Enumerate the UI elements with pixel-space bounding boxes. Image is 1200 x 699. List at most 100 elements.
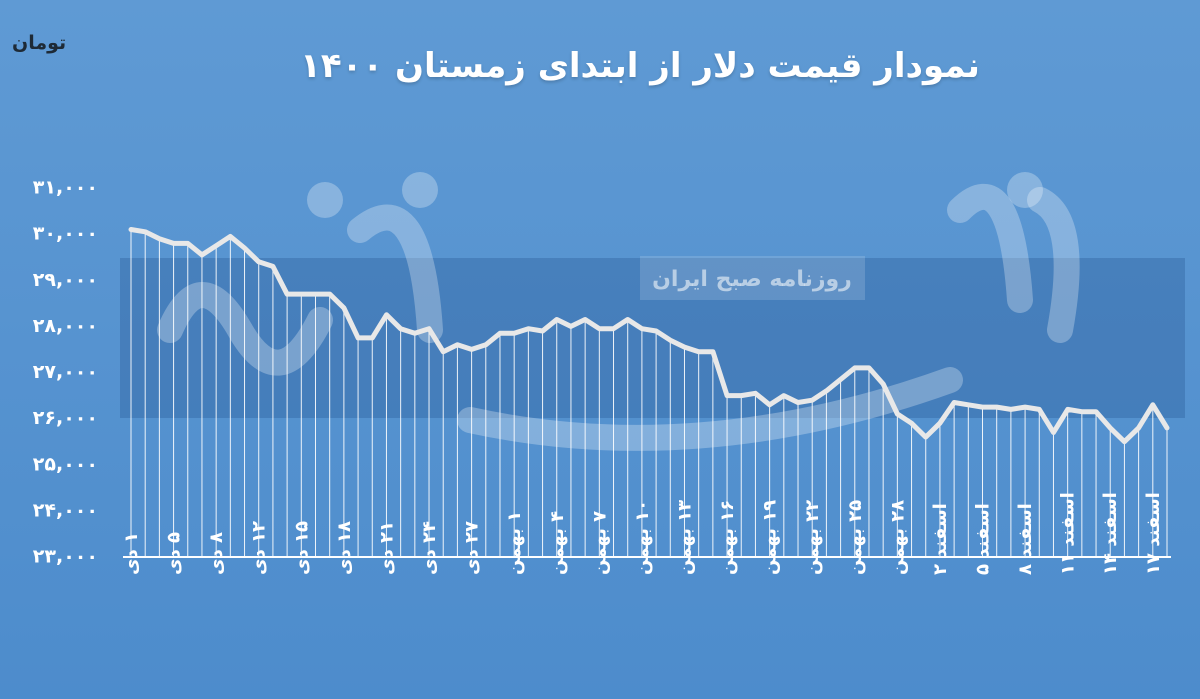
data-point xyxy=(129,228,133,232)
data-point xyxy=(526,327,530,331)
data-point xyxy=(427,327,431,331)
y-tick-label: ۲۳,۰۰۰ xyxy=(33,546,98,568)
data-point xyxy=(711,350,715,354)
data-point xyxy=(995,405,999,409)
data-point xyxy=(640,327,644,331)
data-point xyxy=(484,343,488,347)
data-point xyxy=(512,331,516,335)
data-point xyxy=(413,331,417,335)
data-point xyxy=(938,421,942,425)
data-point xyxy=(143,230,147,234)
watermark-dot xyxy=(1007,172,1043,208)
y-tick-label: ۲۹,۰۰۰ xyxy=(33,269,98,291)
data-point xyxy=(654,329,658,333)
data-point xyxy=(1066,407,1070,411)
data-point xyxy=(810,398,814,402)
data-point xyxy=(981,405,985,409)
data-point xyxy=(1080,410,1084,414)
data-point xyxy=(328,292,332,296)
x-tick-label: اسفند ۱۷ xyxy=(1143,492,1164,575)
data-point xyxy=(186,241,190,245)
x-tick-label: ۱۵ دی xyxy=(291,521,312,575)
data-point xyxy=(796,400,800,404)
data-point xyxy=(824,389,828,393)
x-tick-label: ۱۸ دی xyxy=(334,521,355,575)
x-tick-label: ۱ دی xyxy=(121,532,142,575)
x-tick-label: ۱۲ دی xyxy=(249,521,270,575)
data-point xyxy=(612,327,616,331)
watermark-tagline-box xyxy=(640,256,865,300)
data-point xyxy=(370,336,374,340)
data-point xyxy=(1023,405,1027,409)
y-tick-label: ۲۶,۰۰۰ xyxy=(33,407,98,429)
watermark: روزنامه صبح ایران xyxy=(120,172,1185,451)
data-point xyxy=(257,260,261,264)
data-point xyxy=(697,350,701,354)
watermark-dot xyxy=(307,182,343,218)
watermark-tagline: روزنامه صبح ایران xyxy=(652,267,852,292)
series-line-group xyxy=(128,227,1170,445)
x-axis: ۱ دی ۵ دی ۸ دی ۱۲ دی ۱۵ دی ۱۸ دی ۲۱ دی ۲۴ دی ۲۷ … xyxy=(121,492,1171,575)
data-point xyxy=(682,345,686,349)
series-line xyxy=(128,227,1170,445)
data-point xyxy=(668,338,672,342)
x-tick-label: اسفند ۸ xyxy=(1015,503,1036,575)
data-point xyxy=(399,327,403,331)
chart-title: نمودار قیمت دلار از ابتدای زمستان ۱۴۰۰ xyxy=(300,46,980,86)
data-point xyxy=(1122,440,1126,444)
data-point xyxy=(498,331,502,335)
data-point xyxy=(867,366,871,370)
x-tick-label: ۴ بهمن xyxy=(547,511,568,575)
data-point xyxy=(1151,403,1155,407)
data-point xyxy=(470,347,474,351)
x-tick-label: ۱ بهمن xyxy=(504,511,525,575)
x-tick-label: ۲۷ دی xyxy=(462,521,483,575)
x-tick-label: ۸ دی xyxy=(206,532,227,575)
data-point xyxy=(853,366,857,370)
data-point xyxy=(313,292,317,296)
data-point xyxy=(1094,410,1098,414)
data-point xyxy=(910,421,914,425)
data-point xyxy=(626,317,630,321)
x-tick-label: ۷ بهمن xyxy=(589,511,610,575)
data-point xyxy=(356,336,360,340)
data-point xyxy=(157,237,161,241)
data-point xyxy=(768,403,772,407)
data-point xyxy=(1137,426,1141,430)
drop-lines xyxy=(130,229,1168,557)
x-tick-label: ۵ دی xyxy=(164,532,185,575)
data-point xyxy=(1037,407,1041,411)
data-point xyxy=(342,306,346,310)
watermark-dot xyxy=(402,172,438,208)
data-point xyxy=(725,394,729,398)
data-point xyxy=(952,400,956,404)
x-tick-label: ۱۶ بهمن xyxy=(717,500,738,575)
data-point xyxy=(200,253,204,257)
data-point xyxy=(271,264,275,268)
data-point xyxy=(966,403,970,407)
data-point xyxy=(782,394,786,398)
data-point xyxy=(1009,407,1013,411)
watermark-band xyxy=(120,258,1185,418)
data-point xyxy=(541,329,545,333)
data-point xyxy=(172,241,176,245)
data-point xyxy=(1108,426,1112,430)
data-point xyxy=(299,292,303,296)
data-point xyxy=(214,244,218,248)
data-point xyxy=(1165,426,1169,430)
data-point xyxy=(228,234,232,238)
y-tick-label: ۳۰,۰۰۰ xyxy=(33,223,98,245)
x-tick-label: اسفند ۲ xyxy=(930,503,951,575)
y-tick-label: ۳۱,۰۰۰ xyxy=(33,177,98,199)
data-point xyxy=(753,391,757,395)
y-tick-label: ۲۵,۰۰۰ xyxy=(33,453,98,475)
data-point xyxy=(455,343,459,347)
x-tick-label: ۲۵ بهمن xyxy=(845,500,866,575)
data-point xyxy=(243,246,247,250)
unit-label: تومان xyxy=(12,32,67,54)
data-point xyxy=(895,412,899,416)
x-tick-label: ۱۳ بهمن xyxy=(674,500,695,575)
data-point xyxy=(881,382,885,386)
y-axis: ۲۳,۰۰۰ ۲۴,۰۰۰ ۲۵,۰۰۰ ۲۶,۰۰۰ ۲۷,۰۰۰ ۲۸,۰۰۰ ۲۹,۰… xyxy=(33,177,98,568)
